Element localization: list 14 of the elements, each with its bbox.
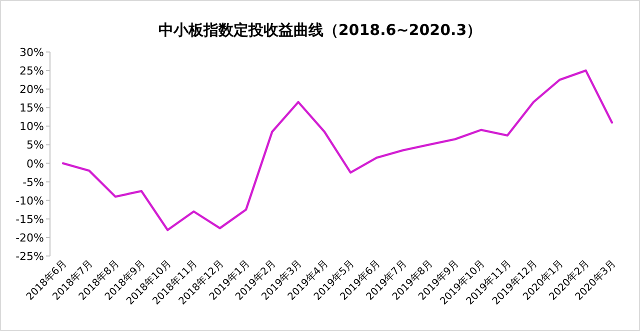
y-tick-label: -10% xyxy=(16,194,44,208)
line-series xyxy=(62,69,614,232)
y-tick-label: -25% xyxy=(16,250,44,263)
y-tick-label: 25% xyxy=(20,64,44,78)
y-tick-label: 5% xyxy=(26,138,44,152)
y-tick-label: 10% xyxy=(20,120,44,134)
y-tick-label: -15% xyxy=(16,212,44,226)
y-tick-label: 30% xyxy=(20,46,44,59)
chart-title: 中小板指数定投收益曲线（2018.6~2020.3） xyxy=(158,21,482,39)
y-tick-label: -5% xyxy=(22,176,44,189)
y-tick-label: 20% xyxy=(20,83,44,96)
y-tick-label: 0% xyxy=(26,157,44,170)
y-tick-label: -20% xyxy=(16,231,44,244)
y-tick-label: 15% xyxy=(20,102,44,115)
